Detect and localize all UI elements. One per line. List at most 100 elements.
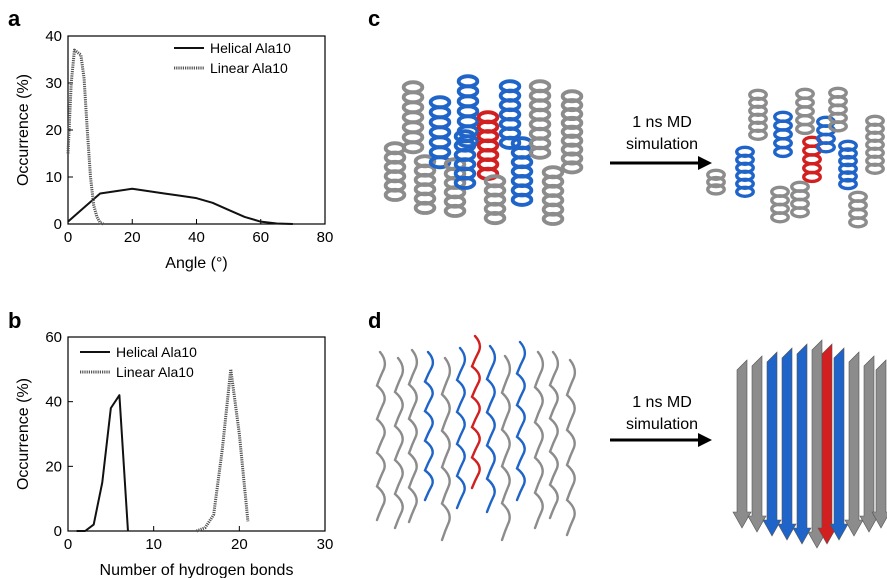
arrow-d-line2: simulation [625, 416, 699, 433]
helix-turn [795, 122, 815, 136]
helix-turn [773, 145, 793, 159]
y-axis-label: Occurrence (%) [15, 378, 32, 490]
legend-entry: Helical Ala10 [210, 40, 291, 56]
beta-strand-arrow [859, 355, 879, 533]
helix-turn [528, 145, 552, 160]
peptide-strand [500, 354, 512, 542]
peptide-strand [515, 340, 527, 502]
peptide-strand [375, 350, 387, 522]
y-tick-label: 20 [45, 122, 62, 139]
y-axis-label: Occurrence (%) [15, 74, 32, 186]
helix-bundle-after-simulation [706, 86, 885, 229]
beta-strand-arrow [871, 359, 887, 529]
beta-strand-arrow [732, 359, 752, 529]
panel-label-d: d [368, 308, 382, 333]
helix [770, 185, 790, 224]
legend-entry: Linear Ala10 [210, 60, 288, 76]
helix-turn [848, 216, 868, 229]
helix [828, 86, 848, 133]
arrow-c-label: 1 ns MD simulation [612, 112, 712, 156]
helix-turn [706, 183, 726, 196]
peptide-strand [533, 350, 545, 530]
panel-label-a: a [8, 6, 21, 31]
peptide-strand [423, 350, 435, 502]
y-tick-label: 0 [54, 523, 62, 540]
x-tick-label: 60 [252, 229, 269, 246]
arrow-c [610, 156, 712, 170]
arrow-c-line1: 1 ns MD [632, 114, 692, 131]
y-tick-label: 20 [45, 458, 62, 475]
x-tick-label: 0 [64, 536, 72, 553]
helix [428, 95, 452, 170]
peptide-strand [455, 346, 467, 510]
helix [773, 110, 793, 159]
helix [790, 180, 810, 219]
beta-strand-arrow [762, 351, 782, 537]
y-tick-label: 10 [45, 169, 62, 186]
series-line-helical-ala10 [76, 394, 129, 532]
helix-turn [828, 120, 848, 133]
arrow-d-line1: 1 ns MD [632, 394, 692, 411]
legend-entry: Linear Ala10 [116, 364, 194, 380]
beta-sheet-after-simulation [732, 339, 887, 549]
x-tick-label: 80 [317, 229, 334, 246]
helix [413, 154, 437, 215]
helix-turn [735, 185, 755, 198]
helix-bundle-before-simulation [383, 74, 584, 226]
peptide-strand [470, 334, 482, 490]
beta-strand-arrow [817, 343, 837, 545]
y-tick-label: 0 [54, 216, 62, 233]
beta-strand-arrow [844, 351, 864, 537]
peptide-strand [407, 348, 419, 524]
peptide-strand [548, 350, 560, 520]
legend-entry: Helical Ala10 [116, 344, 197, 360]
helix [865, 114, 885, 175]
helix [476, 110, 500, 181]
beta-strand-arrow [777, 347, 797, 541]
x-tick-label: 20 [231, 536, 248, 553]
peptide-strand [440, 356, 452, 542]
x-axis-label: Number of hydrogen bonds [100, 562, 294, 578]
linear-chains-before-simulation [375, 334, 577, 542]
helix-turn [802, 170, 822, 184]
helix [795, 87, 815, 136]
helix-turn [770, 211, 790, 224]
helix-turn [401, 140, 425, 155]
helix-turn [383, 187, 407, 202]
helix [848, 190, 868, 229]
helix-turn [413, 200, 437, 215]
y-tick-label: 30 [45, 75, 62, 92]
beta-strand-arrow [829, 347, 849, 541]
series-line-helical-ala10 [67, 187, 293, 225]
series-line-linear-ala10 [195, 367, 250, 533]
arrow-c-line2: simulation [625, 136, 699, 153]
helix-turn [560, 160, 584, 175]
x-tick-label: 10 [145, 536, 162, 553]
y-tick-label: 40 [45, 28, 62, 45]
series-line-linear-ala10 [66, 48, 104, 226]
arrow-d [610, 433, 712, 447]
panel-label-b: b [8, 308, 22, 333]
helix [498, 79, 522, 150]
helix-turn [838, 177, 858, 191]
helix [541, 165, 565, 226]
helix [706, 168, 726, 196]
x-tick-label: 20 [124, 229, 141, 246]
x-tick-label: 40 [188, 229, 205, 246]
helix [483, 174, 507, 226]
peptide-strand [565, 358, 577, 537]
helix-turn [816, 141, 836, 154]
helix-turn [865, 162, 885, 175]
helix [560, 89, 584, 175]
helix-turn [443, 203, 467, 218]
x-axis-label: Angle (°) [165, 255, 227, 272]
helix [735, 145, 755, 198]
panel-label-c: c [368, 6, 381, 31]
helix [528, 79, 552, 160]
peptide-strand [393, 356, 405, 530]
helix [443, 157, 467, 218]
helix-turn [498, 135, 522, 150]
